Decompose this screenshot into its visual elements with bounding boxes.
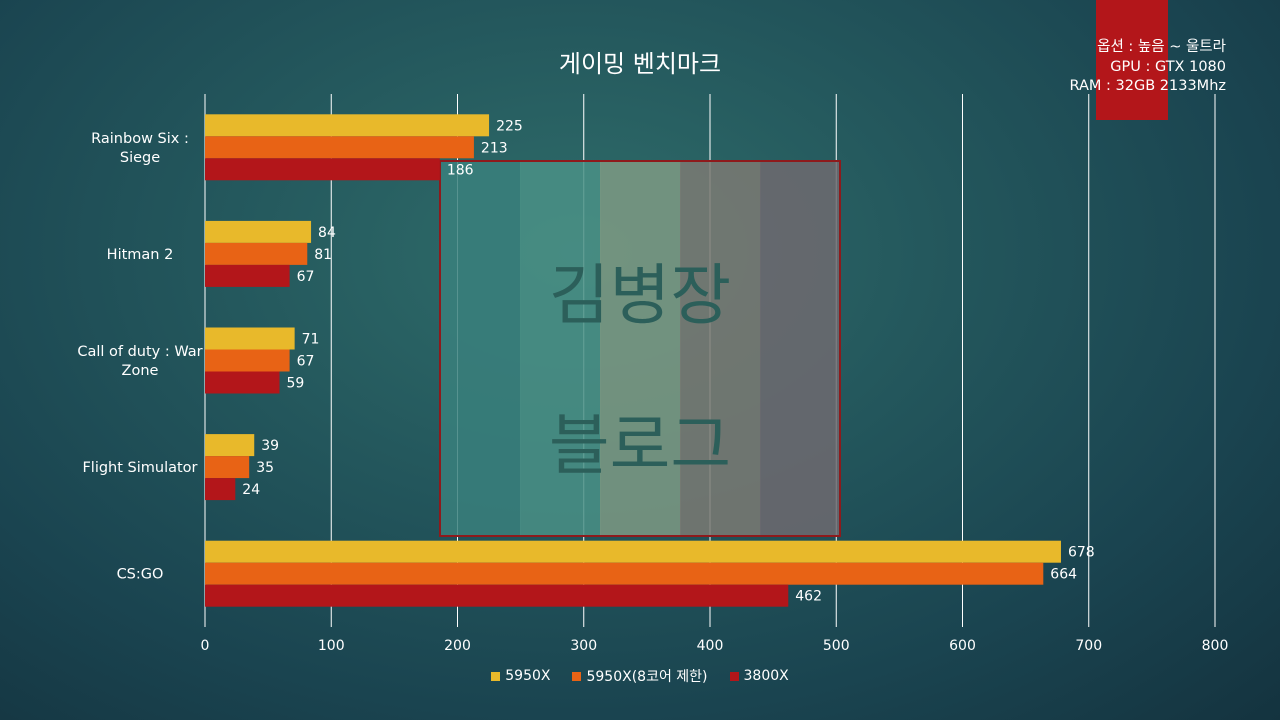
data-label-0-1: 213 xyxy=(481,140,508,156)
x-tick-label-800: 800 xyxy=(1202,638,1229,654)
options-line-ram: RAM : 32GB 2133Mhz xyxy=(1069,78,1226,94)
legend-label-2: 3800X xyxy=(743,668,789,684)
data-label-2-2: 59 xyxy=(286,376,304,392)
data-label-2-0: 71 xyxy=(302,332,320,348)
watermark-stripe xyxy=(680,161,761,536)
legend-item-1: 5950X(8코어 제한) xyxy=(572,666,708,686)
y-category-label-4: CS:GO xyxy=(117,567,164,583)
data-label-1-1: 81 xyxy=(314,247,332,263)
data-label-4-1: 664 xyxy=(1050,567,1077,583)
watermark-border xyxy=(439,160,841,537)
x-tick-label-500: 500 xyxy=(823,638,850,654)
watermark-text-line1: 김병장 xyxy=(549,257,731,334)
options-line-gpu: GPU : GTX 1080 xyxy=(1110,58,1226,75)
bar-2-2 xyxy=(205,371,280,394)
y-category-label-3: Flight Simulator xyxy=(82,460,197,476)
bar-1-0 xyxy=(205,220,312,243)
x-tick-label-300: 300 xyxy=(570,638,597,654)
x-tick-label-700: 700 xyxy=(1075,638,1102,654)
x-tick-label-400: 400 xyxy=(697,638,724,654)
watermark-stripe xyxy=(600,161,681,536)
data-label-0-2: 186 xyxy=(447,162,474,178)
watermark-text-line2: 블로그 xyxy=(549,407,731,484)
legend-item-2: 3800X xyxy=(729,666,789,686)
legend: 5950X 5950X(8코어 제한) 3800X xyxy=(0,666,1280,686)
data-label-2-1: 67 xyxy=(297,354,315,370)
legend-item-0: 5950X xyxy=(491,666,550,686)
legend-swatch-2 xyxy=(729,671,739,681)
accent-tab xyxy=(1096,0,1168,120)
data-label-4-0: 678 xyxy=(1068,545,1095,561)
bar-4-2 xyxy=(205,584,789,607)
data-label-4-2: 462 xyxy=(795,589,822,605)
watermark-stripe xyxy=(760,161,841,536)
legend-label-1: 5950X(8코어 제한) xyxy=(586,669,708,685)
x-tick-label-200: 200 xyxy=(444,638,471,654)
x-tick-label-100: 100 xyxy=(318,638,345,654)
y-category-label-2: Call of duty : War Zone xyxy=(77,344,202,379)
bar-3-2 xyxy=(205,478,236,501)
data-label-3-0: 39 xyxy=(261,438,279,454)
bar-3-0 xyxy=(205,434,255,457)
data-label-1-0: 84 xyxy=(318,225,336,241)
bar-1-2 xyxy=(205,264,290,287)
legend-swatch-1 xyxy=(572,671,582,681)
bar-2-1 xyxy=(205,349,290,372)
x-tick-label-600: 600 xyxy=(949,638,976,654)
y-category-label-1: Hitman 2 xyxy=(107,247,174,263)
legend-swatch-0 xyxy=(491,671,501,681)
options-line-quality: 옵션 : 높음 ~ 울트라 xyxy=(1097,39,1226,55)
bar-0-0 xyxy=(205,114,490,137)
bar-1-1 xyxy=(205,242,308,265)
data-label-1-2: 67 xyxy=(297,269,315,285)
bar-0-2 xyxy=(205,158,440,181)
bar-4-0 xyxy=(205,540,1061,563)
bar-3-1 xyxy=(205,456,250,479)
bar-0-1 xyxy=(205,136,474,159)
bar-4-1 xyxy=(205,562,1044,585)
x-tick-label-0: 0 xyxy=(201,638,210,654)
y-category-label-0: Rainbow Six : Siege xyxy=(91,131,189,166)
bar-2-0 xyxy=(205,327,295,350)
options-box: 옵션 : 높음 ~ 울트라 GPU : GTX 1080 RAM : 32GB … xyxy=(1070,38,1226,97)
watermark-stripe xyxy=(440,161,521,536)
data-label-3-2: 24 xyxy=(242,482,260,498)
data-label-0-0: 225 xyxy=(496,118,523,134)
data-label-3-1: 35 xyxy=(256,460,274,476)
legend-label-0: 5950X xyxy=(505,668,551,684)
chart-title: 게이밍 벤치마크 xyxy=(558,50,722,78)
watermark-stripe xyxy=(520,161,601,536)
